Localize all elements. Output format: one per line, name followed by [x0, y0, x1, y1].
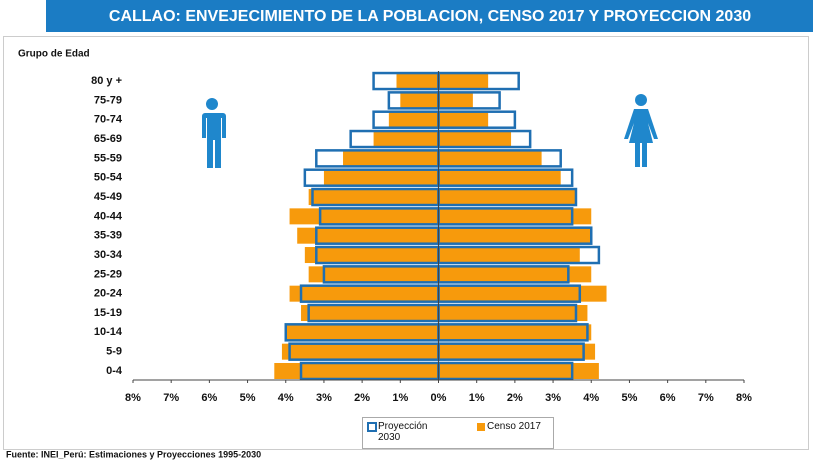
bar — [438, 111, 489, 128]
x-tick-label: 4% — [583, 392, 599, 404]
bar — [274, 363, 439, 379]
x-tick-label: 7% — [698, 392, 714, 404]
bar — [438, 150, 542, 167]
x-tick-label: 8% — [125, 392, 141, 404]
bar — [289, 208, 439, 225]
bar — [289, 285, 439, 302]
x-tick-label: 5% — [240, 392, 256, 404]
x-tick-label: 4% — [278, 392, 294, 404]
bar — [301, 305, 439, 322]
bar — [343, 150, 439, 167]
x-tick-label: 6% — [201, 392, 217, 404]
y-tick-label: 0-4 — [106, 365, 123, 377]
x-tick-label: 3% — [545, 392, 561, 404]
axis-label: Grupo de Edad — [18, 49, 90, 60]
bar — [323, 169, 439, 186]
y-tick-label: 5-9 — [106, 346, 122, 358]
frame — [3, 36, 809, 450]
y-tick-label: 50-54 — [94, 172, 123, 184]
y-tick-label: 30-34 — [94, 249, 123, 261]
legend-swatch — [367, 422, 377, 432]
bar — [438, 343, 596, 360]
bar — [308, 189, 439, 206]
bar — [297, 227, 439, 244]
y-tick-label: 20-24 — [94, 288, 123, 300]
x-tick-label: 2% — [354, 392, 370, 404]
bar — [438, 247, 580, 264]
y-tick-label: 45-49 — [94, 191, 122, 203]
bar — [438, 73, 489, 90]
bar — [281, 343, 439, 360]
bar — [438, 92, 473, 109]
y-tick-label: 55-59 — [94, 152, 122, 164]
y-tick-label: 25-29 — [94, 268, 122, 280]
bar — [308, 266, 439, 283]
title-bar — [46, 0, 813, 32]
chart-title: CALLAO: ENVEJECIMIENTO DE LA POBLACION, … — [109, 8, 751, 25]
bar — [438, 169, 561, 186]
x-tick-label: 3% — [316, 392, 332, 404]
source: Fuente: INEI_Perú: Estimaciones y Proyec… — [6, 449, 261, 459]
bar — [438, 227, 592, 244]
y-tick-label: 65-69 — [94, 133, 122, 145]
bar — [388, 111, 439, 128]
x-tick-label: 2% — [507, 392, 523, 404]
x-tick-label: 5% — [621, 392, 637, 404]
bar — [373, 131, 439, 148]
bar — [285, 324, 439, 341]
bar — [438, 189, 576, 206]
legend-swatch — [477, 423, 485, 431]
bar — [438, 285, 607, 302]
legend-box — [362, 417, 554, 449]
y-tick-label: 40-44 — [94, 210, 123, 222]
x-tick-label: 6% — [660, 392, 676, 404]
y-tick-label: 75-79 — [94, 94, 122, 106]
x-tick-label: 1% — [469, 392, 485, 404]
y-tick-label: 15-19 — [94, 307, 122, 319]
y-tick-label: 70-74 — [94, 114, 123, 126]
bar — [438, 305, 588, 322]
bar — [438, 131, 512, 148]
bar — [304, 247, 439, 264]
legend-label: Proyección 2030 — [378, 421, 428, 443]
x-tick-label: 8% — [736, 392, 752, 404]
x-tick-label: 0% — [431, 392, 447, 404]
bar — [438, 324, 592, 341]
y-tick-label: 10-14 — [94, 326, 123, 338]
y-tick-label: 35-39 — [94, 230, 122, 242]
legend-label: Censo 2017 — [487, 421, 541, 432]
bar — [438, 208, 592, 225]
bar — [396, 73, 439, 90]
female-icon — [624, 94, 658, 167]
bar — [400, 92, 439, 109]
x-tick-label: 1% — [392, 392, 408, 404]
y-tick-label: 80 y + — [91, 75, 122, 87]
bar — [438, 363, 599, 379]
bar — [438, 266, 592, 283]
x-tick-label: 7% — [163, 392, 179, 404]
male-icon — [201, 98, 226, 168]
